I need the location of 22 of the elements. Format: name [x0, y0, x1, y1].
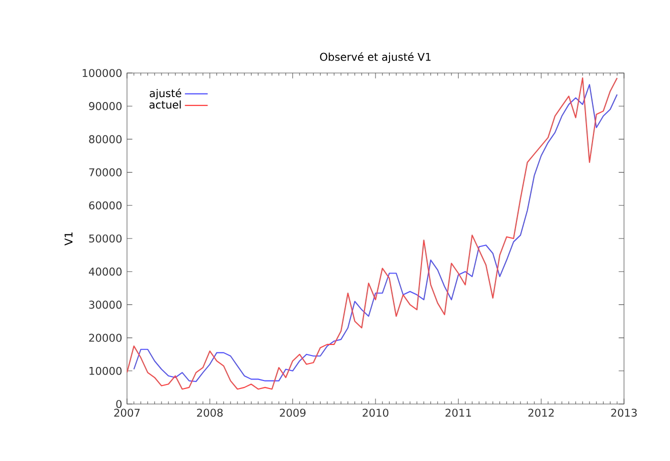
y-tick-label: 10000 [90, 366, 122, 375]
x-tick-label: 2013 [611, 408, 637, 417]
y-tick-label: 50000 [89, 234, 122, 243]
y-tick-label: 70000 [89, 168, 122, 176]
y-tick-label: 60000 [89, 201, 122, 210]
x-tick-label: 2007 [114, 408, 140, 417]
y-tick-label: 30000 [89, 300, 122, 309]
x-tick-label: 2012 [528, 408, 554, 417]
x-tick-label: 2008 [197, 408, 223, 417]
x-tick-label: 2009 [280, 408, 306, 417]
y-tick-label: 40000 [88, 268, 122, 276]
y-axis-title: V1 [64, 232, 72, 246]
chart-title: Observé et ajusté V1 [320, 52, 431, 63]
x-tick-label: 2010 [362, 408, 388, 417]
x-tick-label: 2011 [446, 408, 471, 417]
y-tick-label: 0 [116, 400, 122, 408]
y-tick-label: 90000 [89, 102, 122, 110]
legend-label: ajusté [150, 88, 182, 100]
y-tick-label: 80000 [89, 135, 122, 144]
y-tick-label: 20000 [89, 334, 122, 342]
y-tick-label: 100000 [82, 68, 122, 78]
legend-label: actuel [149, 100, 181, 109]
